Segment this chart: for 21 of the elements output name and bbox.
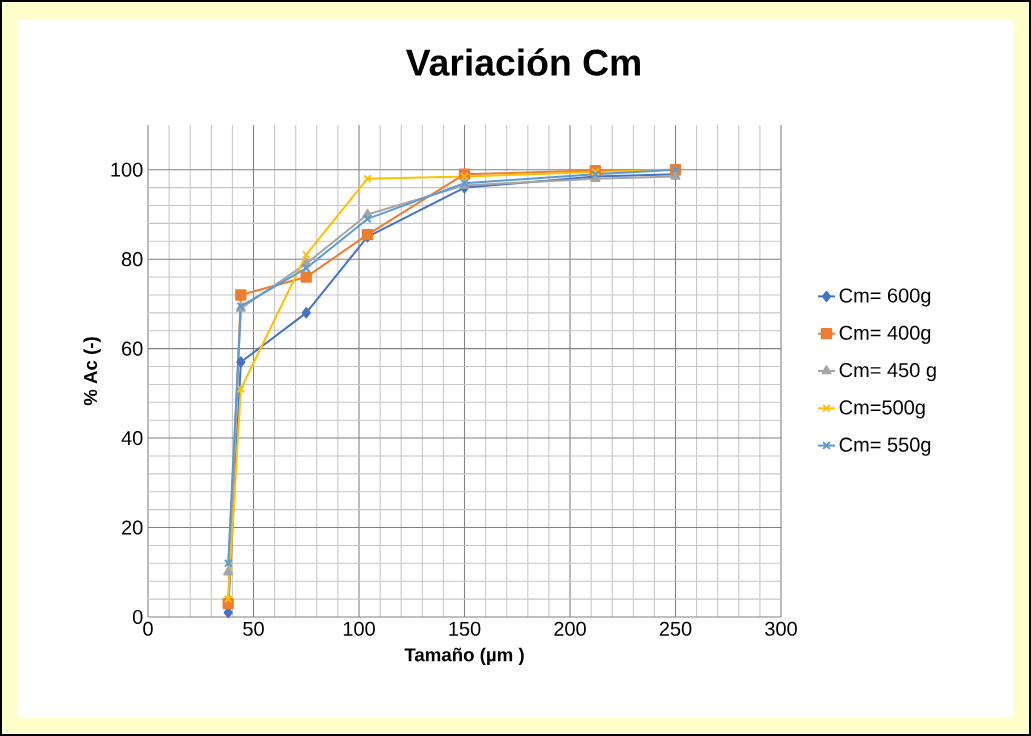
x-tick-label: 200 [554, 621, 586, 636]
x-tick-label: 50 [243, 621, 264, 636]
legend-label: Cm= 550g [839, 437, 931, 456]
x-axis-title: Tamaño (µm ) [404, 647, 524, 666]
legend-label: Cm=500g [839, 400, 925, 419]
x-tick-label: 300 [765, 621, 797, 636]
y-tick-label: 80 [121, 252, 143, 267]
y-tick-label: 0 [132, 609, 143, 625]
y-tick-label: 20 [122, 520, 143, 535]
x-tick-label: 150 [449, 621, 481, 636]
legend-label: Cm= 400g [839, 325, 931, 344]
x-tick-label: 250 [659, 621, 692, 636]
chart-title: Variación Cm [405, 48, 640, 76]
legend-label: Cm= 600g [839, 288, 931, 307]
y-tick-label: 40 [121, 431, 143, 446]
legend-label: Cm= 450 g [839, 363, 936, 382]
y-tick-label: 100 [111, 162, 143, 177]
y-tick-label: 60 [122, 341, 143, 356]
x-tick-label: 0 [143, 621, 153, 636]
y-axis-title: % Ac (-) [83, 337, 101, 406]
x-tick-label: 100 [343, 621, 375, 636]
